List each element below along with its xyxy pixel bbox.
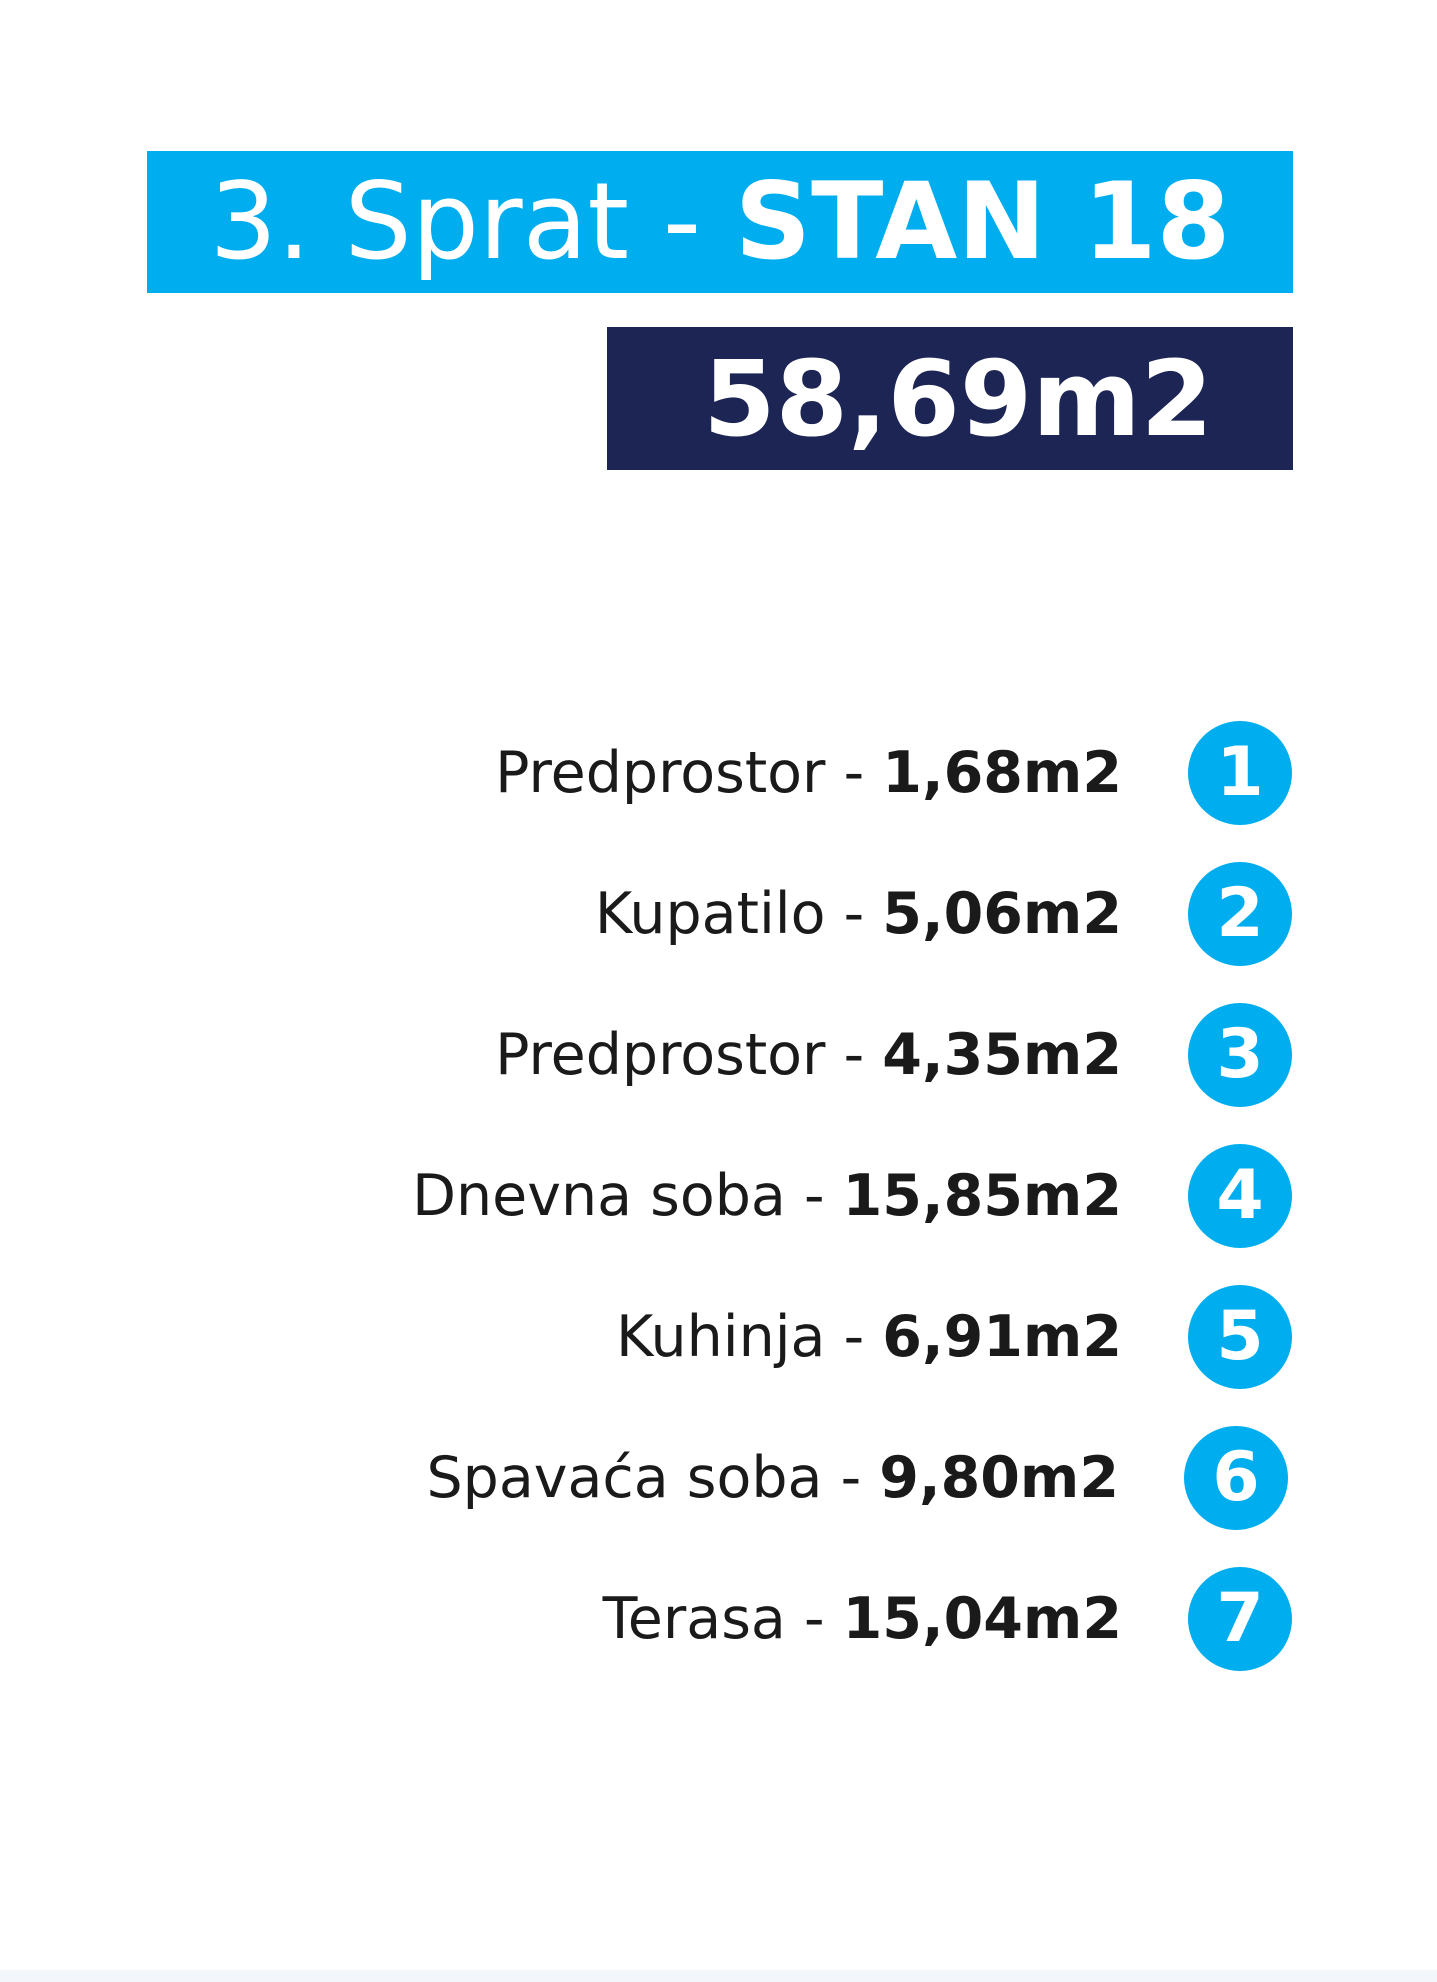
room-label: Spavaća soba - 9,80m2 [426,1445,1119,1511]
room-name: Dnevna soba [412,1163,786,1229]
room-number-badge: 2 [1188,862,1292,966]
room-area: 15,04m2 [842,1586,1122,1652]
list-item: Predprostor - 4,35m2 3 [0,1000,1437,1110]
room-label: Terasa - 15,04m2 [602,1586,1122,1652]
room-name: Terasa [602,1586,786,1652]
room-label: Kupatilo - 5,06m2 [594,881,1122,947]
room-name: Kupatilo [594,881,826,947]
room-label: Predprostor - 1,68m2 [495,740,1122,806]
room-number-badge: 1 [1188,721,1292,825]
floor-label: 3. Sprat - [209,160,702,283]
list-item: Kuhinja - 6,91m2 5 [0,1282,1437,1392]
room-area: 4,35m2 [882,1022,1122,1088]
title-banner: 3. Sprat - STAN 18 [147,151,1293,293]
room-number-badge: 4 [1188,1144,1292,1248]
room-name: Predprostor [495,1022,826,1088]
room-name: Spavaća soba [426,1445,823,1511]
room-number-badge: 6 [1184,1426,1288,1530]
room-area: 5,06m2 [882,881,1122,947]
room-name: Predprostor [495,740,826,806]
room-area: 6,91m2 [882,1304,1122,1370]
room-number-badge: 5 [1188,1285,1292,1389]
room-label: Dnevna soba - 15,85m2 [412,1163,1122,1229]
room-label: Kuhinja - 6,91m2 [615,1304,1122,1370]
total-area-banner: 58,69m2 [607,327,1293,470]
total-area-value: 58,69m2 [703,337,1213,460]
bottom-edge [0,1970,1437,1982]
list-item: Predprostor - 1,68m2 1 [0,718,1437,828]
list-item: Spavaća soba - 9,80m2 6 [0,1423,1437,1533]
room-area: 9,80m2 [879,1445,1119,1511]
room-name: Kuhinja [615,1304,826,1370]
room-area: 1,68m2 [882,740,1122,806]
room-number-badge: 3 [1188,1003,1292,1107]
room-label: Predprostor - 4,35m2 [495,1022,1122,1088]
room-number-badge: 7 [1188,1567,1292,1671]
unit-label: STAN 18 [734,160,1231,283]
room-area: 15,85m2 [842,1163,1122,1229]
list-item: Dnevna soba - 15,85m2 4 [0,1141,1437,1251]
list-item: Terasa - 15,04m2 7 [0,1564,1437,1674]
list-item: Kupatilo - 5,06m2 2 [0,859,1437,969]
